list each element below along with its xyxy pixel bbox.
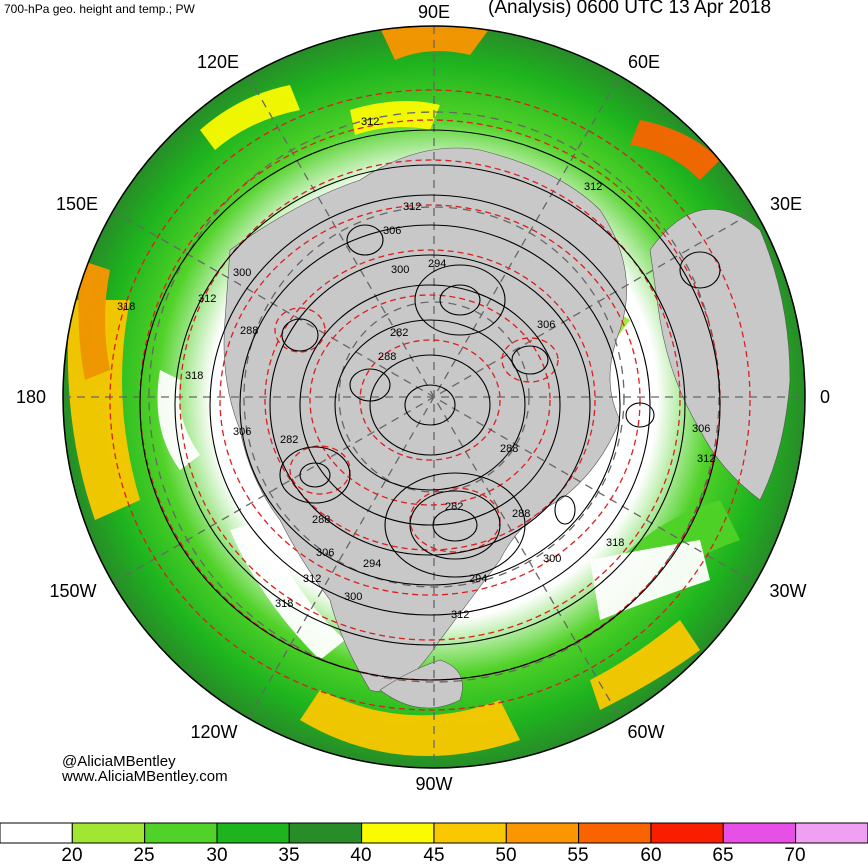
colorbar-tick: 35: [278, 845, 299, 865]
contour-label: 294: [363, 558, 381, 570]
colorbar-box: [216, 822, 290, 844]
contour-label: 312: [403, 201, 421, 213]
lon-label-30w: 30W: [769, 581, 806, 601]
colorbar-box: [144, 822, 218, 844]
colorbar-tick: 70: [784, 845, 805, 865]
contour-label: 288: [378, 351, 396, 363]
contour-label: 318: [117, 301, 135, 313]
contour-labels: 312 312 312 306 300 294 282 288 306 300 …: [117, 116, 715, 621]
contour-label: 288: [512, 508, 530, 520]
contour-label: 306: [692, 423, 710, 435]
contour-label: 312: [361, 116, 379, 128]
contour-label: 312: [697, 453, 715, 465]
map-disc: 312 312 312 306 300 294 282 288 306 300 …: [63, 26, 805, 768]
contour-label: 306: [383, 225, 401, 237]
graticule: [63, 26, 805, 768]
colorbar-tick: 45: [423, 845, 444, 865]
colorbar-box: [361, 822, 435, 844]
lon-label-150w: 150W: [49, 581, 96, 601]
contour-label: 318: [185, 370, 203, 382]
contour-label: 300: [543, 553, 561, 565]
colorbar-box: [433, 822, 507, 844]
colorbar-tick: 20: [61, 845, 82, 865]
colorbar-tick: 60: [640, 845, 661, 865]
colorbar-box: [578, 822, 652, 844]
contour-label: 306: [537, 319, 555, 331]
contour-label: 318: [275, 598, 293, 610]
contour-label: 288: [312, 514, 330, 526]
colorbar-tick: 65: [712, 845, 733, 865]
contour-label: 300: [233, 267, 251, 279]
chart-title-left: 700-hPa geo. height and temp.; PW: [4, 2, 195, 16]
contour-label: 282: [445, 501, 463, 513]
lon-label-30e: 30E: [770, 194, 802, 214]
longitude-labels: 90E 60E 30E 0 30W 60W 90W 120W 150W 180 …: [16, 2, 830, 794]
colorbar-box: [722, 822, 797, 844]
lon-label-120e: 120E: [197, 52, 239, 72]
contour-label: 282: [280, 434, 298, 446]
credit-handle: @AliciaMBentley: [62, 753, 176, 770]
colorbar-tick: 50: [495, 845, 516, 865]
lon-label-120w: 120W: [190, 722, 237, 742]
colorbar-box: [505, 822, 580, 844]
contour-label: 312: [303, 573, 321, 585]
colorbar-box: [0, 822, 73, 844]
map-border: [62, 25, 806, 769]
contour-label: 300: [391, 264, 409, 276]
colorbar-box: [71, 822, 146, 844]
contour-label: 318: [606, 537, 624, 549]
lon-label-90e: 90E: [418, 2, 450, 22]
contour-label: 294: [428, 258, 446, 270]
colorbar-tick: 30: [206, 845, 227, 865]
contour-label: 282: [390, 327, 408, 339]
contour-label: 288: [500, 443, 518, 455]
colorbar: 20 25 30 35 40 45 50 55 60 65 70: [0, 822, 868, 865]
colorbar-boxes: [0, 822, 868, 844]
contour-label: 306: [233, 426, 251, 438]
lon-label-60e: 60E: [628, 52, 660, 72]
contour-label: 288: [240, 325, 258, 337]
colorbar-ticks: 20 25 30 35 40 45 50 55 60 65 70: [61, 845, 805, 865]
credit-website: www.AliciaMBentley.com: [62, 768, 228, 785]
contour-label: 300: [344, 591, 362, 603]
lon-label-60w: 60W: [627, 722, 664, 742]
lon-label-0: 0: [820, 387, 830, 407]
contour-label: 312: [198, 293, 216, 305]
lon-label-180: 180: [16, 387, 46, 407]
colorbar-tick: 55: [567, 845, 588, 865]
lon-label-90w: 90W: [415, 774, 452, 794]
colorbar-box: [795, 822, 868, 844]
colorbar-box: [650, 822, 724, 844]
contour-label: 294: [469, 573, 487, 585]
colorbar-box: [288, 822, 363, 844]
height-contours: [139, 129, 721, 681]
contour-label: 306: [316, 547, 334, 559]
contour-label: 312: [584, 181, 602, 193]
chart-title-right: (Analysis) 0600 UTC 13 Apr 2018: [488, 0, 772, 18]
lon-label-150e: 150E: [56, 194, 98, 214]
contour-label: 312: [451, 609, 469, 621]
colorbar-tick: 25: [133, 845, 154, 865]
colorbar-tick: 40: [350, 845, 371, 865]
